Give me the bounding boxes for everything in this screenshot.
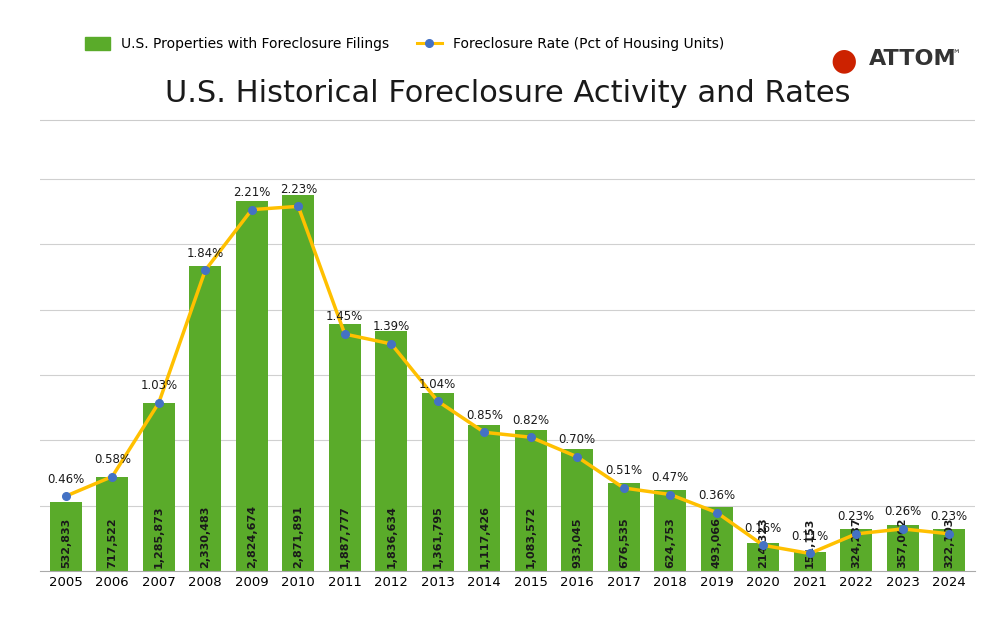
Title: U.S. Historical Foreclosure Activity and Rates: U.S. Historical Foreclosure Activity and… — [165, 79, 850, 108]
Text: 1.39%: 1.39% — [373, 320, 410, 333]
Text: 1,361,795: 1,361,795 — [433, 506, 443, 568]
Text: 493,066: 493,066 — [712, 517, 722, 568]
Text: 0.51%: 0.51% — [605, 464, 642, 477]
Text: 1,083,572: 1,083,572 — [526, 506, 536, 568]
Bar — [468, 425, 500, 571]
Bar — [654, 490, 686, 571]
Bar — [748, 543, 779, 571]
Text: 1.45%: 1.45% — [327, 310, 364, 323]
Bar — [515, 430, 547, 571]
Text: 2,824,674: 2,824,674 — [247, 505, 256, 568]
Text: 324,237: 324,237 — [851, 517, 861, 568]
Text: 624,753: 624,753 — [665, 517, 675, 568]
Text: 214,323: 214,323 — [759, 517, 768, 568]
Text: 1,117,426: 1,117,426 — [479, 505, 489, 568]
Bar — [282, 195, 315, 571]
Text: 0.36%: 0.36% — [698, 489, 736, 502]
Bar — [608, 483, 639, 571]
Text: 0.46%: 0.46% — [47, 472, 84, 485]
Text: 2.23%: 2.23% — [279, 183, 317, 196]
Text: ●: ● — [830, 46, 856, 75]
Text: 0.16%: 0.16% — [745, 522, 782, 534]
Legend: U.S. Properties with Foreclosure Filings, Foreclosure Rate (Pct of Housing Units: U.S. Properties with Foreclosure Filings… — [84, 38, 724, 51]
Text: 0.47%: 0.47% — [651, 471, 688, 484]
Text: 0.11%: 0.11% — [791, 530, 828, 543]
Text: 2,871,891: 2,871,891 — [293, 506, 304, 568]
Text: 0.82%: 0.82% — [513, 414, 550, 426]
Bar — [50, 502, 81, 571]
Bar — [236, 202, 267, 571]
Text: 0.70%: 0.70% — [559, 433, 596, 447]
Text: 0.23%: 0.23% — [931, 510, 968, 523]
Text: ATTOM: ATTOM — [868, 49, 956, 69]
Bar — [794, 551, 825, 571]
Bar — [376, 331, 407, 571]
Bar — [143, 403, 175, 571]
Text: 676,535: 676,535 — [619, 517, 629, 568]
Text: 0.85%: 0.85% — [465, 409, 502, 421]
Text: 1.04%: 1.04% — [419, 377, 456, 391]
Bar — [887, 525, 919, 571]
Text: 2.21%: 2.21% — [233, 186, 270, 199]
Text: 357,062: 357,062 — [897, 517, 908, 568]
Text: 151,153: 151,153 — [805, 518, 815, 568]
Text: 532,833: 532,833 — [60, 518, 70, 568]
Bar — [96, 477, 128, 571]
Text: 0.26%: 0.26% — [884, 506, 922, 518]
Bar — [934, 529, 965, 571]
Text: 1.84%: 1.84% — [187, 247, 224, 259]
Text: 933,045: 933,045 — [572, 517, 582, 568]
Text: ™: ™ — [949, 49, 961, 62]
Text: 1,836,634: 1,836,634 — [386, 506, 396, 568]
Bar — [840, 529, 872, 571]
Text: 322,103: 322,103 — [945, 518, 955, 568]
Bar — [329, 324, 361, 571]
Bar — [190, 266, 221, 571]
Text: 717,522: 717,522 — [108, 517, 118, 568]
Text: 2,330,483: 2,330,483 — [200, 506, 210, 568]
Text: 0.58%: 0.58% — [93, 453, 131, 466]
Text: 1,285,873: 1,285,873 — [154, 506, 164, 568]
Text: 1.03%: 1.03% — [141, 379, 177, 392]
Text: 0.23%: 0.23% — [838, 510, 874, 523]
Bar — [422, 393, 453, 571]
Bar — [700, 507, 733, 571]
Bar — [562, 449, 593, 571]
Text: 1,887,777: 1,887,777 — [340, 506, 350, 568]
